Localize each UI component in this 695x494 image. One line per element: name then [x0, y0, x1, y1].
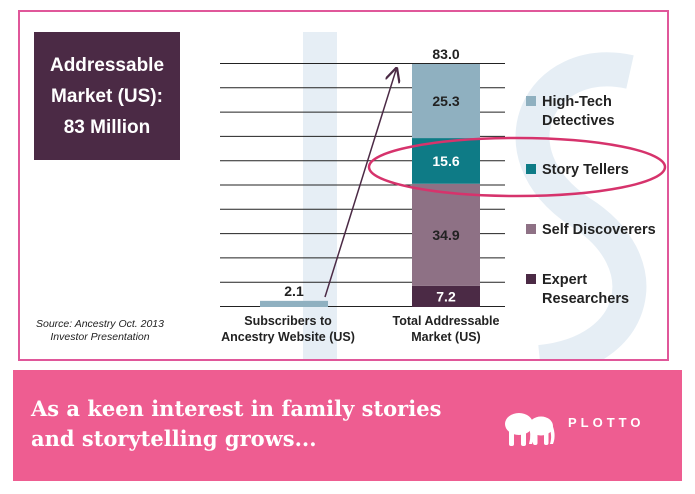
banner-line-2: and storytelling grows... [31, 426, 317, 451]
legend-swatch [526, 224, 536, 234]
total-label: 2.1 [284, 283, 304, 299]
x-tick-label: Ancestry Website (US) [221, 330, 355, 344]
legend-swatch [526, 274, 536, 284]
bar-segment [412, 64, 480, 139]
segment-label: 34.9 [432, 227, 459, 243]
elephants-logo-icon [505, 413, 555, 446]
header-line-1: Addressable [49, 54, 165, 76]
legend: High-Tech Detectives Story Tellers Self Dis… [526, 94, 656, 307]
bar-segment [412, 285, 480, 307]
growth-arrow [324, 70, 396, 298]
x-tick-label: Market (US) [411, 330, 480, 344]
source-line-2: Investor Presentation [50, 331, 150, 343]
x-axis-labels: Subscribers to Ancestry Website (US) Total… [221, 314, 499, 344]
legend-label: Self Discoverers [542, 222, 656, 238]
legend-swatch [526, 164, 536, 174]
source-line-1: Source: Ancestry Oct. 2013 [35, 318, 164, 330]
segment-label: 25.3 [432, 93, 459, 109]
segment-label: 15.6 [432, 153, 459, 169]
total-label: 83.0 [432, 46, 459, 62]
stacked-bar-chart: 7.2 34.9 15.6 25.3 2.1 83.0 Subscribers to An… [220, 46, 667, 344]
pink-banner: As a keen interest in family stories and… [13, 370, 682, 481]
legend-label: High-Tech [542, 94, 612, 110]
header-line-2: Market (US): [51, 85, 163, 107]
x-tick-label: Subscribers to [244, 314, 332, 328]
segment-label: 7.2 [436, 288, 456, 304]
legend-swatch [526, 96, 536, 106]
bars [260, 64, 480, 307]
legend-label: Expert [542, 272, 587, 288]
total-labels: 2.1 83.0 [284, 46, 460, 299]
segment-labels: 7.2 34.9 15.6 25.3 [432, 93, 459, 304]
chart-frame: Addressable Market (US): 83 Million 7.2 3… [18, 10, 669, 361]
bar-segment [260, 300, 328, 307]
x-tick-label: Total Addressable [393, 314, 500, 328]
addressable-market-box: Addressable Market (US): 83 Million [34, 32, 180, 160]
header-line-3: 83 Million [63, 116, 151, 138]
annotations [324, 70, 667, 298]
highlight-circle [367, 136, 667, 198]
source-note: Source: Ancestry Oct. 2013 Investor Pres… [20, 318, 180, 344]
banner-line-1: As a keen interest in family stories [31, 396, 442, 421]
bar-segment [412, 183, 480, 286]
banner-headline: As a keen interest in family stories and… [31, 394, 471, 454]
legend-label: Story Tellers [542, 162, 629, 178]
legend-label: Researchers [542, 291, 629, 307]
legend-label: Detectives [542, 113, 615, 129]
brand-name: PLOTTO [568, 415, 645, 430]
